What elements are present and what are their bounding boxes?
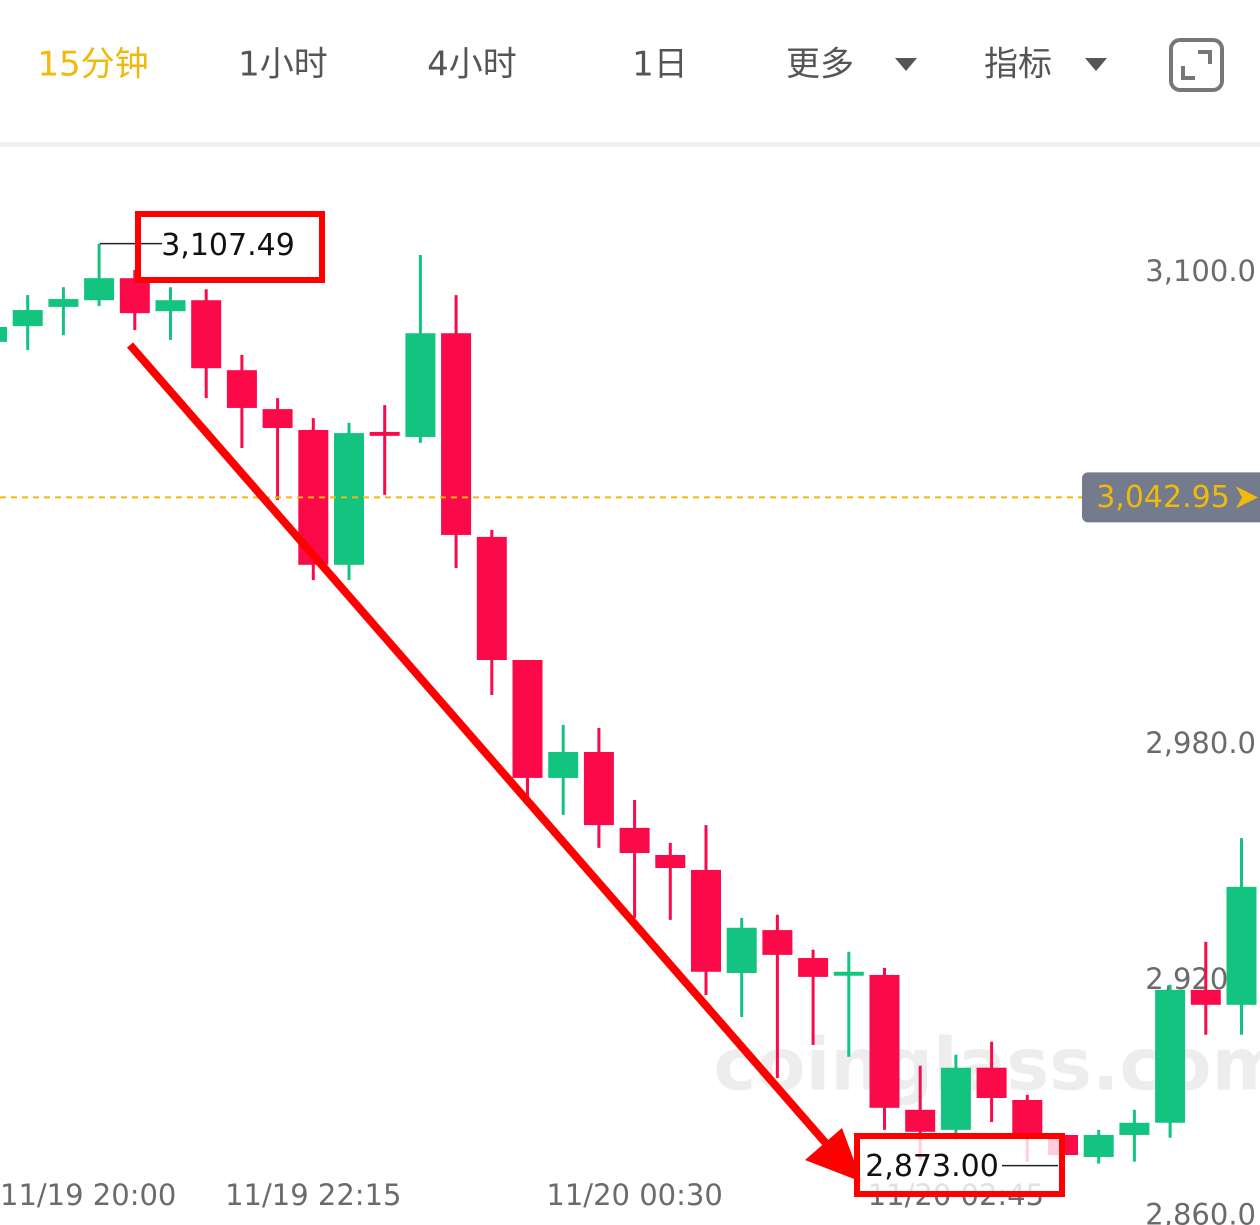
candle-body <box>1012 1099 1043 1135</box>
y-tick-label: 3,100.0 <box>1145 254 1256 288</box>
candle-body <box>512 659 543 778</box>
tab[interactable]: 4小时 <box>427 45 517 85</box>
candle-body <box>833 971 864 976</box>
candle-body <box>262 409 293 428</box>
candle-body <box>1226 886 1257 1005</box>
tab[interactable]: 指标 <box>984 45 1052 85</box>
candle-body <box>84 278 115 301</box>
candle-body <box>476 536 507 660</box>
candle-body <box>1119 1122 1150 1135</box>
candle-body <box>726 927 757 973</box>
tab[interactable]: 1日 <box>632 45 688 85</box>
high-highlight-box <box>135 211 325 283</box>
candle-body <box>334 433 364 565</box>
x-tick-label: 11/19 20:00 <box>0 1178 176 1212</box>
candle-body <box>798 958 829 977</box>
candle-body <box>548 751 579 778</box>
candle-body <box>691 869 721 972</box>
candle-body <box>940 1067 971 1130</box>
tab[interactable]: 15分钟 <box>37 45 148 85</box>
candle-body <box>119 278 150 314</box>
candle-body <box>405 333 436 438</box>
dropdown-arrow[interactable] <box>895 58 917 71</box>
candle-body <box>48 299 79 307</box>
last-price-label: 3,042.95 <box>1096 480 1230 515</box>
fullscreen-icon <box>1181 50 1212 80</box>
high-marker-label: 3,107.49 <box>161 228 295 263</box>
candle-body <box>905 1109 936 1132</box>
candle-body <box>155 300 186 312</box>
candle-body <box>369 431 400 436</box>
x-tick-label: 11/20 00:30 <box>546 1178 722 1212</box>
candle-body <box>1083 1134 1114 1157</box>
candle-body <box>1190 989 1221 1005</box>
toolbar: 15分钟 1小时 4小时 1日 更多 指标 <box>37 45 1052 85</box>
y-tick-label: 2,980.0 <box>1145 726 1256 760</box>
trend-arrow <box>126 342 834 1151</box>
candle-body <box>441 333 472 535</box>
candle-body <box>762 930 793 955</box>
low-marker-label: 2,873.00 <box>865 1149 999 1184</box>
x-tick-label: 11/19 22:15 <box>225 1178 401 1212</box>
last-price-box <box>1082 472 1260 523</box>
candle-body <box>619 827 650 854</box>
candle-body <box>655 855 686 868</box>
candle-body <box>976 1067 1007 1098</box>
overlay: 3,042.95 3,107.49 2,873.00 <box>0 211 1260 1197</box>
divider <box>0 142 1260 147</box>
candle-body <box>191 300 222 369</box>
tab[interactable]: 1小时 <box>238 45 328 85</box>
last-price-arrow <box>1236 486 1258 509</box>
candle-body <box>583 751 614 826</box>
trend-arrowhead <box>805 1128 862 1182</box>
candle-body <box>869 974 900 1108</box>
y-tick-label: 2,860.0 <box>1145 1198 1256 1225</box>
candle-body <box>226 370 257 408</box>
fullscreen-button[interactable] <box>1169 38 1224 92</box>
candle-body <box>0 326 7 342</box>
tab[interactable]: 更多 <box>786 45 854 85</box>
dropdown-arrow[interactable] <box>1085 58 1107 71</box>
candle-body <box>1155 989 1186 1123</box>
candle-body <box>12 310 43 327</box>
